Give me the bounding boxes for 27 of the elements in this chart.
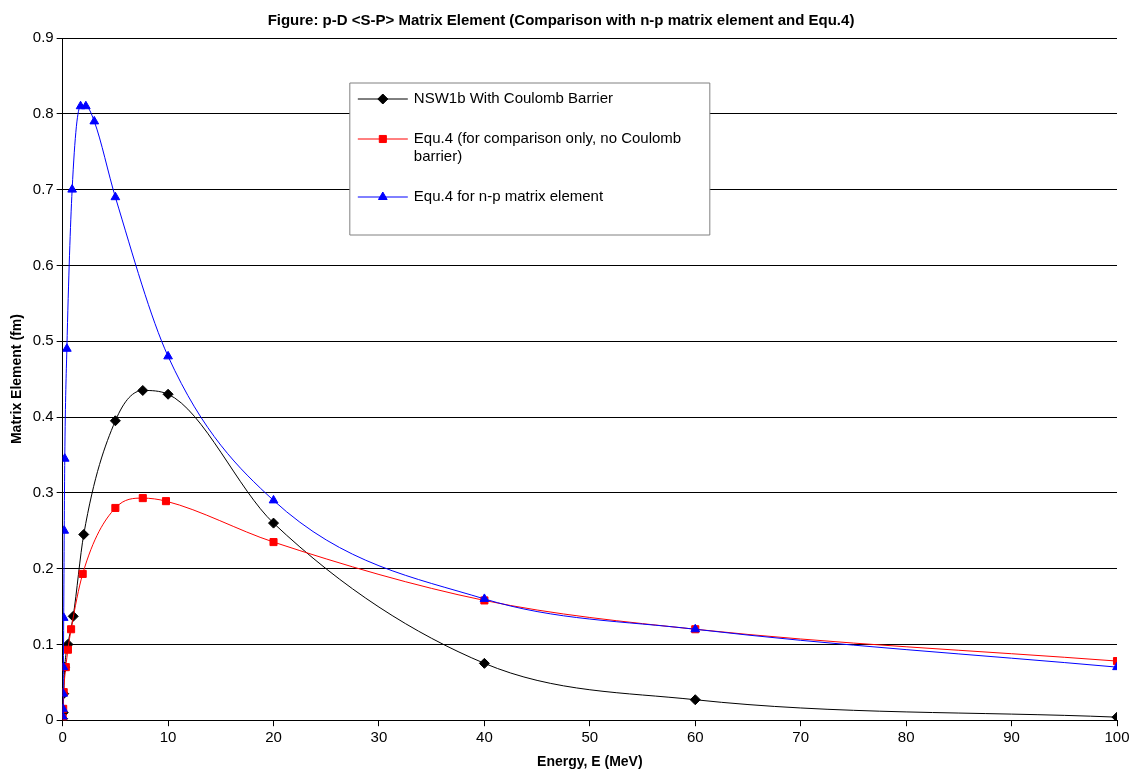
- legend-label: Equ.4 (for comparison only, no Coulomb barrier): [413, 129, 682, 165]
- y-tick-label: 0.3: [32, 482, 54, 500]
- x-tick-label: 30: [370, 728, 388, 746]
- y-tick-label: 0.4: [32, 407, 54, 425]
- legend-label: NSW1b With Coulomb Barrier: [413, 89, 614, 107]
- x-tick-label: 20: [265, 728, 282, 746]
- x-tick-label: 40: [476, 728, 493, 746]
- x-tick-label: 90: [1003, 728, 1020, 746]
- y-tick-label: 0: [45, 710, 54, 728]
- x-tick-label: 0: [58, 728, 67, 746]
- y-tick-label: 0.5: [32, 331, 54, 349]
- x-tick-label: 80: [897, 728, 915, 746]
- x-tick-label: 100: [1104, 728, 1130, 746]
- legend-label: Equ.4 for n-p matrix element: [413, 187, 604, 205]
- y-axis-title: Matrix Element (fm): [8, 314, 25, 445]
- y-tick-label: 0.1: [32, 634, 54, 652]
- x-tick-label: 60: [686, 728, 704, 746]
- y-tick-label: 0.7: [32, 179, 54, 197]
- x-tick-label: 10: [159, 728, 177, 746]
- x-tick-label: 70: [792, 728, 810, 746]
- y-tick-label: 0.2: [32, 558, 54, 576]
- y-tick-label: 0.9: [32, 28, 54, 46]
- x-tick-label: 50: [581, 728, 599, 746]
- x-axis-title: Energy, E (MeV): [537, 753, 643, 770]
- chart-title: Figure: p-D <S-P> Matrix Element (Comparison with n-p matrix element and Equ.4): [267, 11, 855, 29]
- y-tick-label: 0.8: [32, 103, 54, 121]
- y-tick-label: 0.6: [32, 255, 54, 273]
